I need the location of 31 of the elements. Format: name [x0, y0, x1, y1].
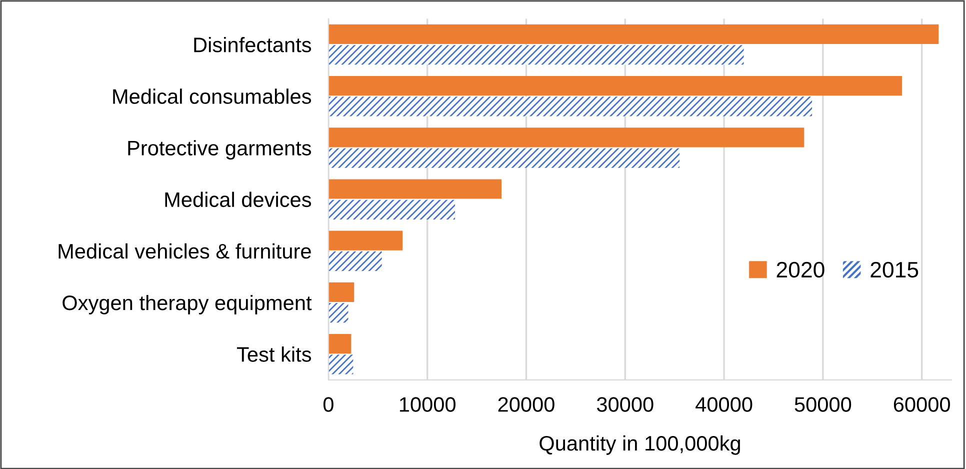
x-tick-label: 40000 — [696, 397, 752, 412]
y-tick-label: Oxygen therapy equipment — [62, 294, 312, 314]
bar — [328, 148, 680, 168]
legend-label: 2020 — [776, 262, 824, 278]
bar — [328, 76, 902, 96]
x-tick-label: 50000 — [794, 397, 852, 412]
bar — [328, 179, 502, 199]
text: 2015 — [870, 262, 918, 278]
bar — [328, 251, 382, 272]
bar — [328, 96, 812, 116]
y-tick-label: Medical vehicles & furniture — [58, 243, 311, 259]
bar — [328, 24, 939, 44]
y-tick-label: Test kits — [237, 346, 312, 362]
y-tick-label: Disinfectants — [194, 37, 312, 52]
bar — [328, 303, 348, 323]
x-tick-label: 10000 — [400, 397, 456, 412]
bar — [328, 230, 403, 250]
y-tick-label: Protective garments — [128, 140, 312, 160]
x-axis-title: Quantity in 100,000kg — [540, 435, 740, 455]
bar — [328, 200, 456, 220]
y-tick-label: Medical consumables — [113, 88, 312, 104]
bar — [328, 354, 354, 374]
bar — [328, 45, 744, 65]
y-tick-label: Medical devices — [165, 192, 312, 208]
x-tick-label: 20000 — [498, 397, 554, 412]
bar — [328, 282, 354, 302]
bar — [328, 128, 804, 148]
x-tick-label: 30000 — [596, 397, 654, 412]
x-tick-label: 0 — [323, 397, 334, 412]
bar — [328, 334, 352, 354]
x-tick-label: 60000 — [894, 397, 950, 412]
